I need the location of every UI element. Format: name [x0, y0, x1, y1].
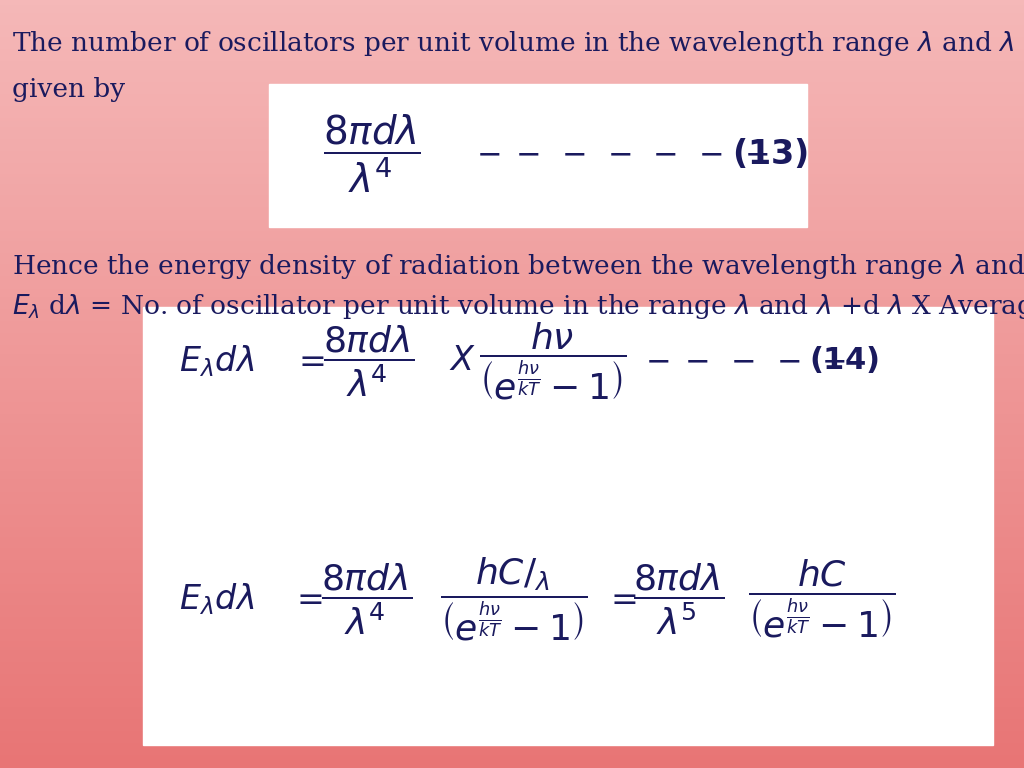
Text: $\dfrac{hC}{\left(e^{\frac{h\nu}{kT}} - 1\right)}$: $\dfrac{hC}{\left(e^{\frac{h\nu}{kT}} - …	[748, 558, 895, 641]
Text: given by: given by	[12, 77, 125, 102]
Text: $\dfrac{8\pi d\lambda}{\lambda^5}$: $\dfrac{8\pi d\lambda}{\lambda^5}$	[633, 561, 724, 637]
Text: $\boldsymbol{(13)}$: $\boldsymbol{(13)}$	[732, 137, 808, 170]
Text: $\boldsymbol{(14)}$: $\boldsymbol{(14)}$	[809, 346, 879, 376]
Text: $=$: $=$	[292, 345, 325, 377]
Text: $\dfrac{8\pi d\lambda}{\lambda^4}$: $\dfrac{8\pi d\lambda}{\lambda^4}$	[323, 323, 414, 399]
Text: $E_{\lambda}d\lambda$: $E_{\lambda}d\lambda$	[179, 343, 255, 379]
Text: $-\;-\;-\;-\;-\;-\;-$: $-\;-\;-\;-\;-\;-\;-$	[476, 138, 769, 169]
Text: $X$: $X$	[449, 345, 475, 377]
FancyBboxPatch shape	[143, 307, 993, 745]
Text: $-\;-\;-\;-\;-$: $-\;-\;-\;-\;-$	[645, 346, 846, 376]
Text: $\dfrac{h\nu}{\left(e^{\frac{h\nu}{kT}} - 1\right)}$: $\dfrac{h\nu}{\left(e^{\frac{h\nu}{kT}} …	[479, 320, 627, 402]
Text: $E_{\lambda}$ d$\lambda$ = No. of oscillator per unit volume in the range $\lamb: $E_{\lambda}$ d$\lambda$ = No. of oscill…	[12, 292, 1024, 321]
Text: The number of oscillators per unit volume in the wavelength range $\lambda$ and : The number of oscillators per unit volum…	[12, 29, 1024, 58]
Text: $\dfrac{8\pi d\lambda}{\lambda^4}$: $\dfrac{8\pi d\lambda}{\lambda^4}$	[323, 113, 421, 194]
Text: Hence the energy density of radiation between the wavelength range $\lambda$ and: Hence the energy density of radiation be…	[12, 252, 1024, 281]
Text: $\dfrac{hC/_{\lambda}}{\left(e^{\frac{h\nu}{kT}} - 1\right)}$: $\dfrac{hC/_{\lambda}}{\left(e^{\frac{h\…	[440, 555, 588, 643]
Text: $\dfrac{8\pi d\lambda}{\lambda^4}$: $\dfrac{8\pi d\lambda}{\lambda^4}$	[321, 561, 412, 637]
Text: $E_{\lambda}d\lambda$: $E_{\lambda}d\lambda$	[179, 581, 255, 617]
Text: $=$: $=$	[604, 583, 637, 615]
Text: $=$: $=$	[290, 583, 323, 615]
FancyBboxPatch shape	[269, 84, 807, 227]
